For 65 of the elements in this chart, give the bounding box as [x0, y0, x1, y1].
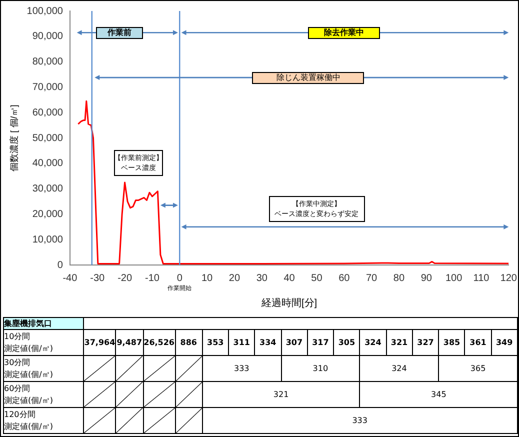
- category-label: 120分間: [4, 408, 36, 420]
- text: 311: [233, 338, 250, 347]
- y-tick-label: 10,000: [32, 234, 64, 246]
- x-tick-label: 30: [256, 272, 268, 284]
- x-tick-label: 100: [445, 272, 463, 284]
- y-tick-label: 40,000: [32, 158, 64, 170]
- y-tick-label: 70,000: [32, 82, 64, 93]
- category-label: 60分間: [4, 382, 32, 394]
- category-label: 30分間: [4, 356, 32, 368]
- text: 測定値(個/㎥): [4, 342, 54, 354]
- y-tick-label: 20,000: [32, 208, 64, 220]
- text: 測定値(個/㎥): [4, 420, 54, 432]
- y-tick-label: 50,000: [32, 132, 64, 144]
- text: 334: [260, 338, 276, 347]
- text: 9,487: [116, 338, 142, 347]
- text: 327: [417, 338, 434, 347]
- text: 321: [390, 338, 408, 347]
- category-label: 10分間: [4, 330, 32, 342]
- text: 37,964: [84, 338, 116, 347]
- x-tick-label: 80: [393, 272, 405, 284]
- text: 365: [470, 364, 486, 373]
- text: 333: [234, 364, 250, 373]
- text: 333: [352, 416, 368, 425]
- y-axis-title: 個数濃度 [ 個/㎥]: [8, 104, 19, 172]
- text: 321: [273, 390, 289, 399]
- text: 317: [312, 338, 329, 347]
- x-tick-label: -30: [90, 272, 106, 284]
- y-tick-label: 90,000: [32, 31, 64, 42]
- x-tick-label: -20: [118, 272, 132, 284]
- x-tick-label: 60: [338, 272, 350, 284]
- x-tick-label: -40: [62, 272, 78, 284]
- text: 310: [312, 364, 328, 373]
- text: 26,526: [144, 338, 174, 347]
- x-tick-label: 0: [176, 272, 183, 284]
- x-tick-label: 10: [201, 272, 214, 284]
- y-tick-label: 80,000: [32, 56, 64, 68]
- annotation: 除じん装置稼働中: [276, 72, 340, 84]
- text: 886: [180, 338, 197, 347]
- x-tick-label: 70: [366, 272, 378, 284]
- text: 353: [207, 338, 224, 347]
- text: 324: [392, 364, 407, 373]
- x-axis-title: 経過時間[分]: [260, 296, 318, 309]
- y-tick-label: 0: [57, 260, 64, 271]
- x-tick-label: -10: [144, 272, 160, 284]
- text: 測定値(個/㎥): [4, 368, 54, 380]
- x-tick-label: 110: [473, 272, 490, 284]
- text: 集塵機排気口: [4, 318, 84, 330]
- x-tick-label: 50: [311, 272, 323, 284]
- text: 305: [338, 338, 356, 347]
- text: 349: [496, 338, 513, 347]
- annotation: 除去作業中: [324, 27, 364, 38]
- text: 測定値(個/㎥): [4, 394, 54, 406]
- x-tick-label: 40: [284, 272, 296, 284]
- y-tick-label: 60,000: [32, 107, 64, 118]
- text: 385: [443, 338, 460, 347]
- text: 324: [364, 338, 382, 347]
- x-tick-label: 120: [500, 272, 518, 284]
- x-tick-label: 20: [228, 272, 240, 284]
- annotation: 作業前: [107, 27, 132, 38]
- y-tick-label: 30,000: [32, 184, 64, 195]
- x-tick-label: 90: [420, 272, 432, 284]
- text: 345: [431, 390, 446, 399]
- text: 307: [286, 338, 303, 347]
- y-tick-label: 100,000: [26, 6, 64, 17]
- text: 361: [470, 338, 486, 347]
